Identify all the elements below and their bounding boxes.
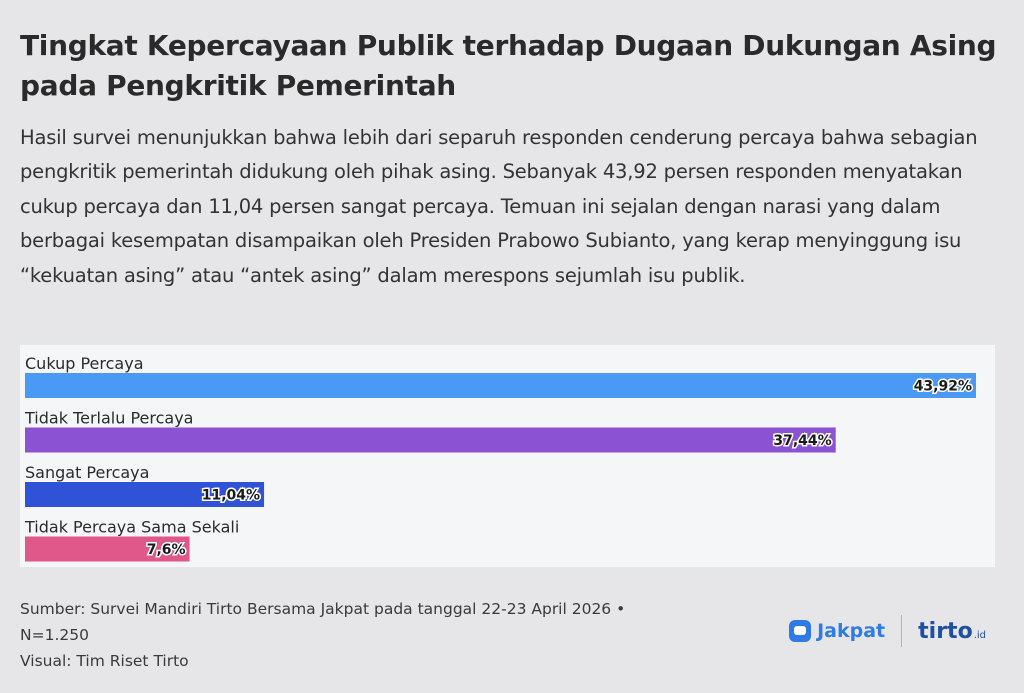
value-label: 7,6% [147, 542, 186, 558]
jakpat-wordmark: Jakpat [817, 620, 886, 642]
bar [25, 482, 265, 507]
value-label: 11,04% [202, 488, 260, 504]
category-label: Cukup Percaya [25, 354, 144, 373]
tirto-suffix: .id [973, 629, 986, 641]
sample-size: N=1.250 [20, 626, 89, 644]
value-label: 37,44% [773, 433, 831, 449]
bar [25, 373, 976, 398]
logos: Jakpat tirto .id [789, 614, 986, 648]
category-label: Tidak Percaya Sama Sekali [24, 518, 239, 537]
visual-credit: Visual: Tim Riset Tirto [20, 652, 189, 670]
chart-title: Tingkat Kepercayaan Publik terhadap Duga… [20, 29, 997, 102]
category-label: Tidak Terlalu Percaya [24, 409, 193, 428]
chart-description: Hasil survei menunjukkan bahwa lebih dar… [20, 126, 978, 287]
source-note: Sumber: Survei Mandiri Tirto Bersama Jak… [20, 600, 626, 618]
tirto-logo: tirto .id [918, 619, 986, 644]
bar-chart-svg: Cukup Percaya 43,92% Tidak Terlalu Percaya… [24, 354, 976, 562]
footer: Sumber: Survei Mandiri Tirto Bersama Jak… [20, 596, 780, 674]
jakpat-icon [789, 620, 812, 642]
bar-chart: Cukup Percaya 43,92% Tidak Terlalu Percaya… [20, 345, 995, 567]
jakpat-logo: Jakpat [789, 620, 885, 642]
value-label: 43,92% [914, 379, 972, 395]
logo-divider [901, 615, 903, 647]
category-label: Sangat Percaya [25, 463, 149, 482]
tirto-wordmark: tirto [918, 618, 973, 644]
bar [25, 536, 190, 562]
bar [25, 427, 836, 453]
